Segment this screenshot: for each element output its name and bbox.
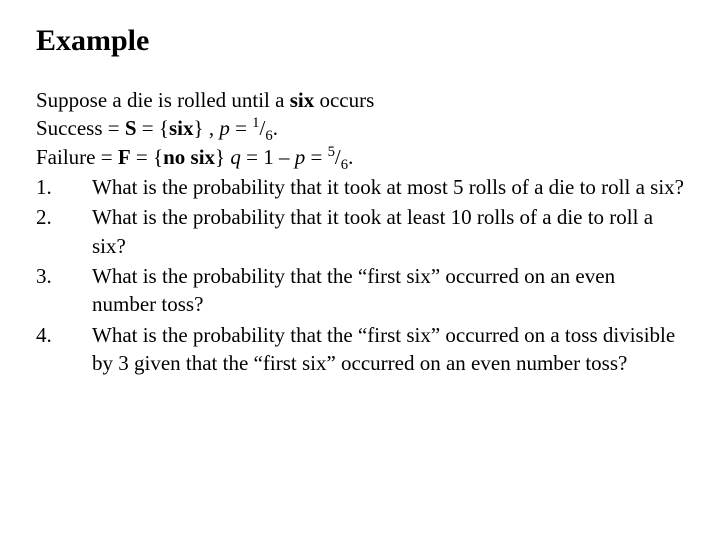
list-text: What is the probability that the “first … (92, 262, 684, 319)
list-text: What is the probability that it took at … (92, 203, 684, 260)
list-item: 4. What is the probability that the “fir… (36, 321, 684, 378)
failure-line: Failure = F = {no six} q = 1 – p = 5/6. (36, 143, 684, 171)
intro-line: Suppose a die is rolled until a six occu… (36, 86, 684, 114)
list-text: What is the probability that it took at … (92, 173, 684, 201)
success-line: Success = S = {six} , p = 1/6. (36, 114, 684, 142)
list-number: 3. (36, 262, 92, 319)
list-text: What is the probability that the “first … (92, 321, 684, 378)
list-item: 2. What is the probability that it took … (36, 203, 684, 260)
question-list: 1. What is the probability that it took … (36, 173, 684, 377)
list-item: 1. What is the probability that it took … (36, 173, 684, 201)
list-number: 1. (36, 173, 92, 201)
list-number: 2. (36, 203, 92, 260)
list-item: 3. What is the probability that the “fir… (36, 262, 684, 319)
page-title: Example (36, 24, 684, 58)
body: Suppose a die is rolled until a six occu… (36, 86, 684, 377)
list-number: 4. (36, 321, 92, 378)
